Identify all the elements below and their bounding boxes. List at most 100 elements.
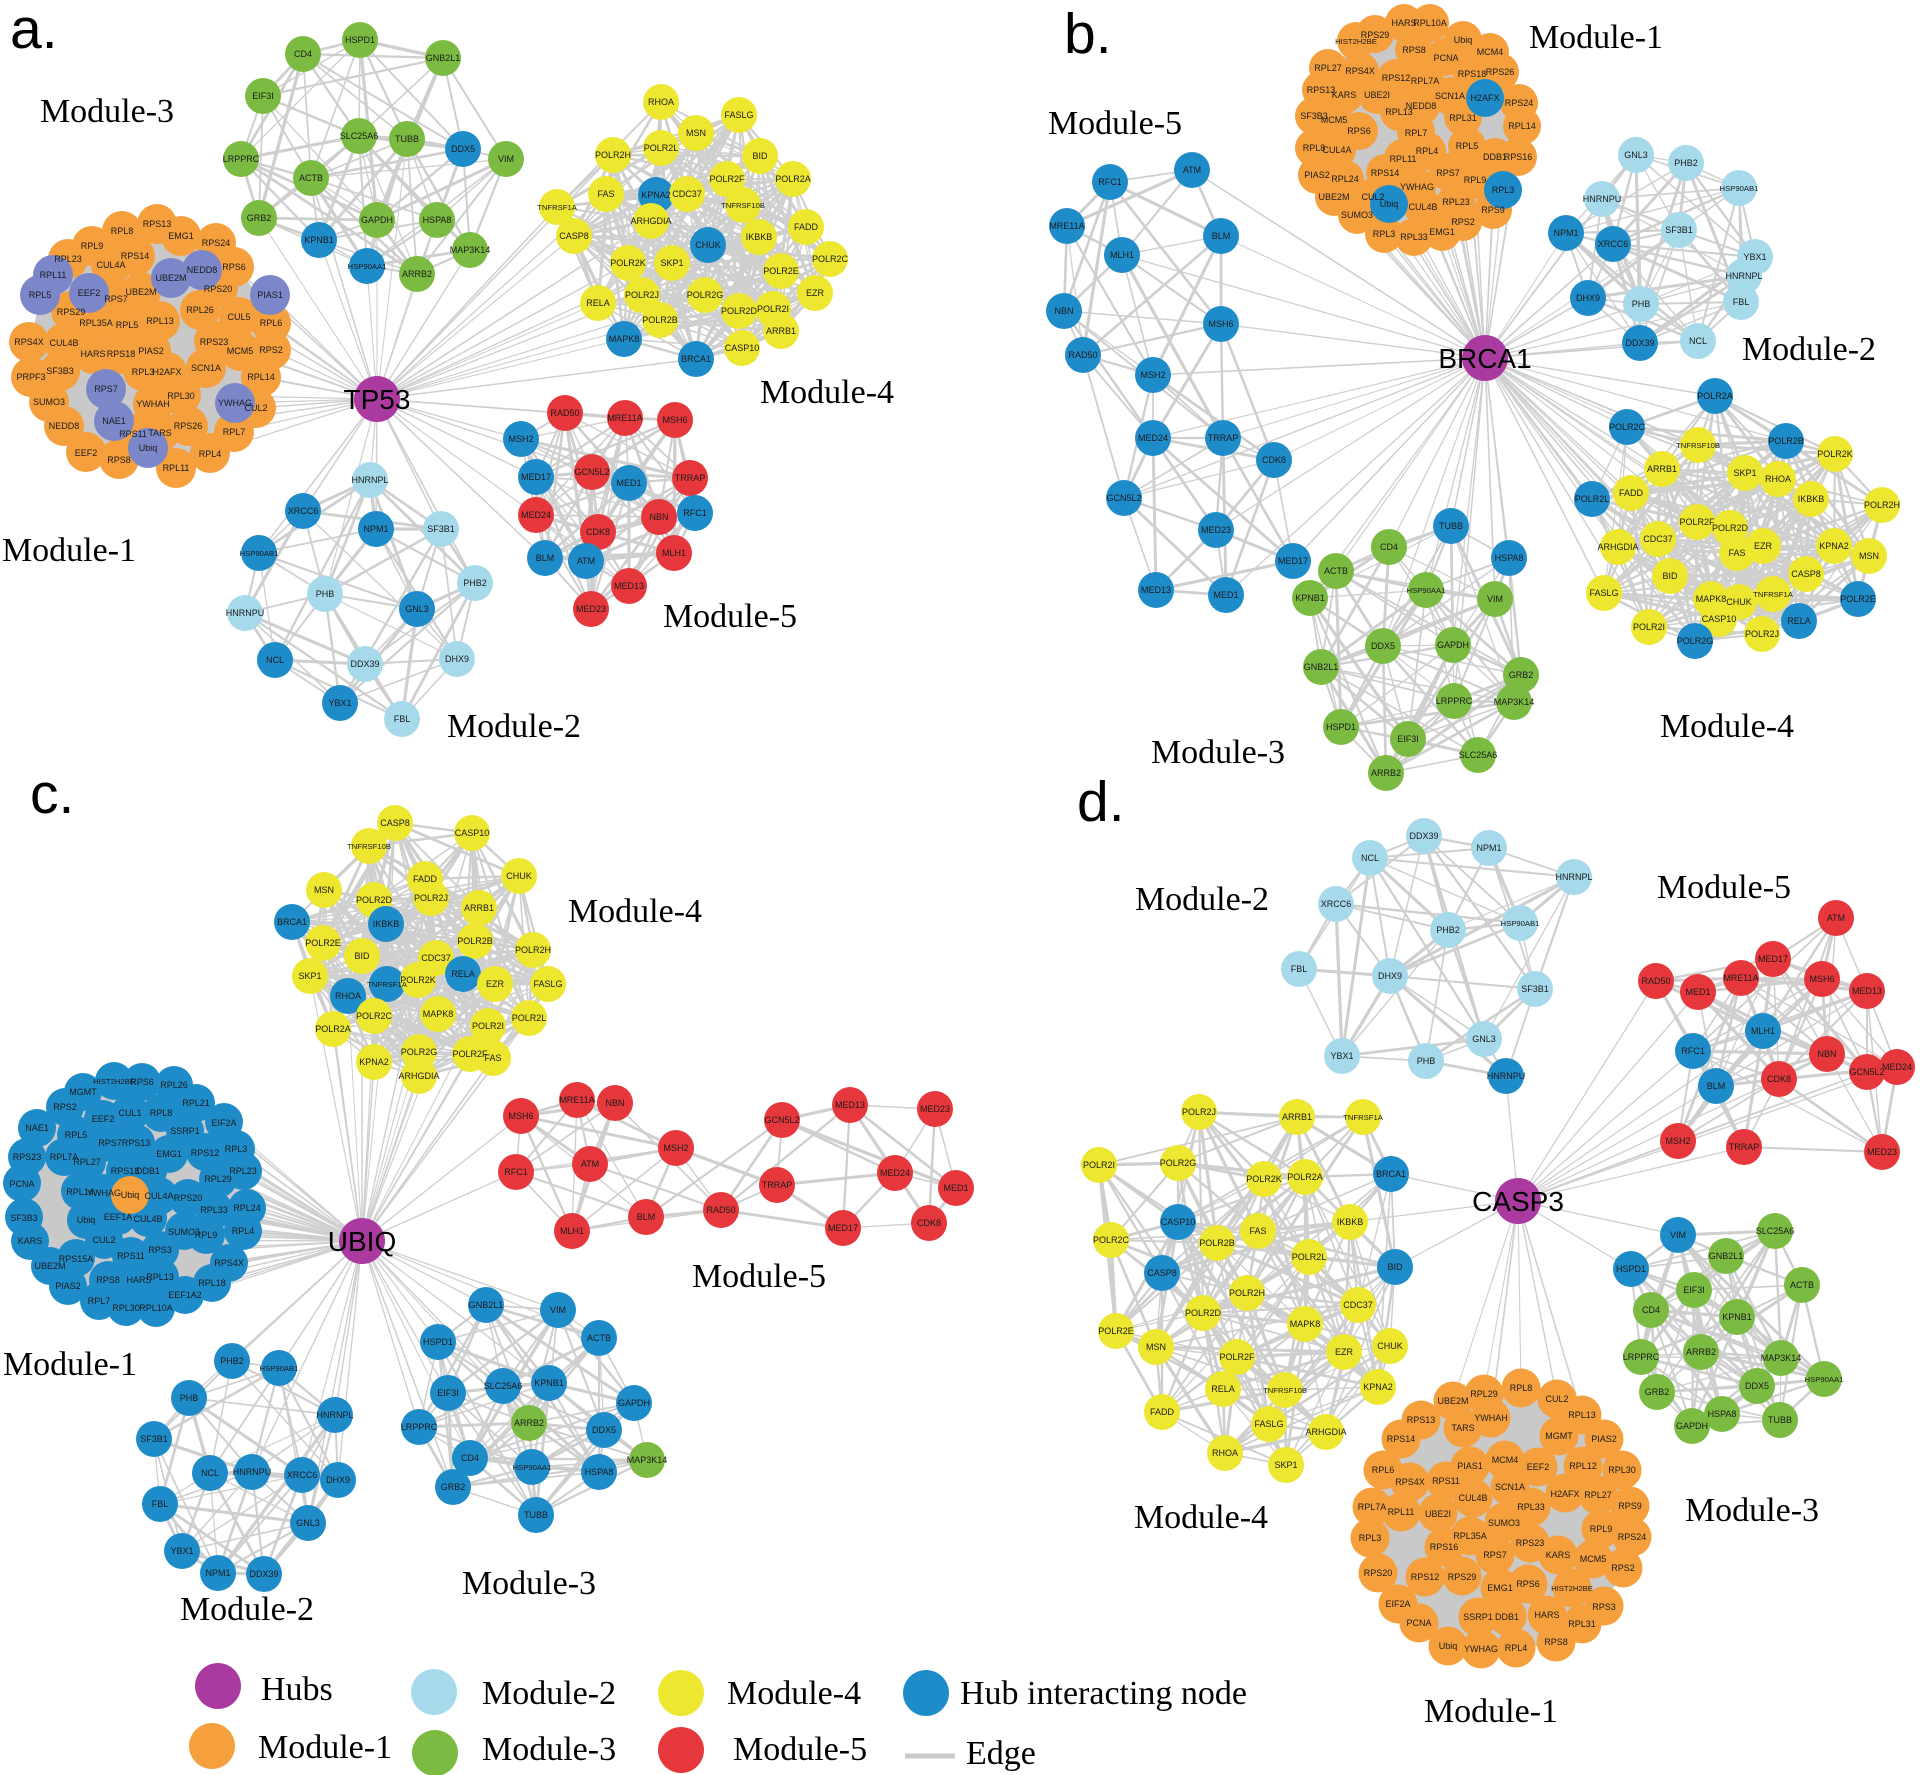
svg-text:DDX5: DDX5 (451, 144, 475, 154)
svg-text:LRPPRC: LRPPRC (223, 154, 260, 164)
svg-text:RPS8: RPS8 (96, 1275, 120, 1285)
svg-text:TUBB: TUBB (524, 1510, 548, 1520)
svg-text:CUL4B: CUL4B (1408, 202, 1437, 212)
svg-text:SUMO3: SUMO3 (1341, 210, 1373, 220)
svg-text:VIM: VIM (1670, 1230, 1686, 1240)
svg-text:NBN: NBN (605, 1098, 624, 1108)
svg-text:RPL3: RPL3 (132, 367, 155, 377)
svg-text:LRPPRC: LRPPRC (1623, 1352, 1660, 1362)
svg-text:RPS7: RPS7 (104, 294, 128, 304)
svg-text:ARHGDIA: ARHGDIA (630, 216, 671, 226)
svg-text:RPS18: RPS18 (1458, 69, 1487, 79)
svg-text:POLR2B: POLR2B (1768, 436, 1804, 446)
svg-text:ATM: ATM (581, 1159, 599, 1169)
svg-text:Module-1: Module-1 (258, 1729, 392, 1766)
svg-text:CDC37: CDC37 (421, 953, 451, 963)
svg-text:MED23: MED23 (1867, 1147, 1897, 1157)
svg-text:YWHAG: YWHAG (218, 398, 252, 408)
svg-text:HSPA8: HSPA8 (585, 1467, 614, 1477)
svg-text:RPL10A: RPL10A (1413, 18, 1447, 28)
svg-text:YWHAG: YWHAG (87, 1188, 121, 1198)
svg-text:Module-2: Module-2 (447, 708, 581, 745)
svg-text:CASP8: CASP8 (1791, 569, 1821, 579)
svg-text:PIAS1: PIAS1 (1457, 1461, 1483, 1471)
svg-text:POLR2K: POLR2K (610, 258, 646, 268)
svg-text:RELA: RELA (586, 298, 610, 308)
svg-text:MAP3K14: MAP3K14 (1761, 1353, 1802, 1363)
svg-text:POLR2K: POLR2K (1246, 1174, 1282, 1184)
svg-text:UBE2M: UBE2M (1318, 192, 1349, 202)
svg-text:RHOA: RHOA (1212, 1448, 1238, 1458)
svg-text:CASP10: CASP10 (1702, 614, 1737, 624)
svg-text:RPL8: RPL8 (111, 226, 134, 236)
svg-text:RPS24: RPS24 (1505, 98, 1534, 108)
svg-text:BLM: BLM (1212, 231, 1231, 241)
svg-text:Hubs: Hubs (261, 1671, 333, 1708)
svg-text:ARRB2: ARRB2 (514, 1418, 544, 1428)
svg-text:H2AFX: H2AFX (152, 367, 181, 377)
svg-text:POLR2F: POLR2F (709, 174, 745, 184)
svg-text:RPL7: RPL7 (88, 1296, 111, 1306)
svg-text:ACTB: ACTB (1790, 1280, 1814, 1290)
svg-text:Ubiq: Ubiq (139, 443, 158, 453)
svg-text:DDX39: DDX39 (350, 659, 379, 669)
svg-text:ATM: ATM (577, 556, 595, 566)
svg-text:Module-1: Module-1 (1529, 19, 1663, 56)
svg-text:DHX9: DHX9 (326, 1475, 350, 1485)
svg-text:GCN5L2: GCN5L2 (574, 467, 609, 477)
svg-text:BID: BID (1662, 571, 1678, 581)
svg-text:RPS4X: RPS4X (1345, 66, 1375, 76)
svg-text:CUL2: CUL2 (244, 403, 267, 413)
svg-text:TP53: TP53 (344, 384, 411, 415)
svg-text:RPS14: RPS14 (121, 251, 150, 261)
svg-text:Hub interacting node: Hub interacting node (960, 1675, 1247, 1712)
svg-text:RPL9: RPL9 (1590, 1524, 1613, 1534)
svg-text:UBE2I: UBE2I (1425, 1509, 1451, 1519)
svg-text:HIST2H2BE: HIST2H2BE (93, 1077, 135, 1086)
svg-text:DDB1: DDB1 (136, 1166, 160, 1176)
svg-text:RPL33: RPL33 (1517, 1502, 1545, 1512)
svg-text:MED1: MED1 (1213, 590, 1238, 600)
svg-text:CD4: CD4 (1642, 1305, 1660, 1315)
svg-text:YWHAG: YWHAG (1464, 1644, 1498, 1654)
svg-text:RPL13: RPL13 (1385, 107, 1413, 117)
svg-text:SF3B3: SF3B3 (46, 366, 74, 376)
svg-text:FASLG: FASLG (1254, 1419, 1283, 1429)
svg-text:RPS14: RPS14 (1387, 1434, 1416, 1444)
svg-text:MED23: MED23 (920, 1104, 950, 1114)
svg-text:ACTB: ACTB (587, 1333, 611, 1343)
svg-text:RPS16: RPS16 (1504, 152, 1533, 162)
svg-text:MED23: MED23 (1201, 525, 1231, 535)
svg-text:FAS: FAS (597, 189, 614, 199)
svg-text:VIM: VIM (1487, 594, 1503, 604)
svg-text:RPL10A: RPL10A (139, 1303, 173, 1313)
svg-text:MSH6: MSH6 (662, 415, 687, 425)
svg-text:SUMO3: SUMO3 (1488, 1518, 1520, 1528)
svg-text:MED24: MED24 (521, 510, 551, 520)
svg-text:GRB2: GRB2 (1509, 670, 1534, 680)
svg-text:TNFRSF1A: TNFRSF1A (367, 980, 408, 989)
svg-text:MAPK8: MAPK8 (1696, 594, 1727, 604)
svg-text:CUL2: CUL2 (92, 1235, 115, 1245)
svg-text:BID: BID (752, 151, 768, 161)
svg-text:NPM1: NPM1 (205, 1568, 230, 1578)
svg-text:HARS: HARS (126, 1275, 151, 1285)
svg-text:RPL7A: RPL7A (1411, 76, 1440, 86)
svg-text:ARRB1: ARRB1 (1647, 464, 1677, 474)
svg-text:ACTB: ACTB (299, 173, 323, 183)
svg-text:RPL23: RPL23 (54, 254, 82, 264)
svg-text:NBN: NBN (1817, 1049, 1836, 1059)
svg-text:EEF2: EEF2 (78, 288, 101, 298)
svg-text:POLR2G: POLR2G (1677, 636, 1714, 646)
svg-text:MED13: MED13 (1852, 986, 1882, 996)
svg-text:Module-3: Module-3 (1685, 1492, 1819, 1529)
svg-text:EZR: EZR (486, 979, 505, 989)
svg-text:RHOA: RHOA (648, 97, 674, 107)
svg-text:RPL35A: RPL35A (1453, 1531, 1487, 1541)
svg-text:CHUK: CHUK (695, 240, 721, 250)
svg-text:RPL33: RPL33 (200, 1205, 228, 1215)
svg-text:CDK8: CDK8 (1262, 455, 1286, 465)
svg-text:TRRAP: TRRAP (675, 473, 706, 483)
svg-text:RPS29: RPS29 (57, 307, 86, 317)
svg-text:POLR2E: POLR2E (1840, 594, 1876, 604)
